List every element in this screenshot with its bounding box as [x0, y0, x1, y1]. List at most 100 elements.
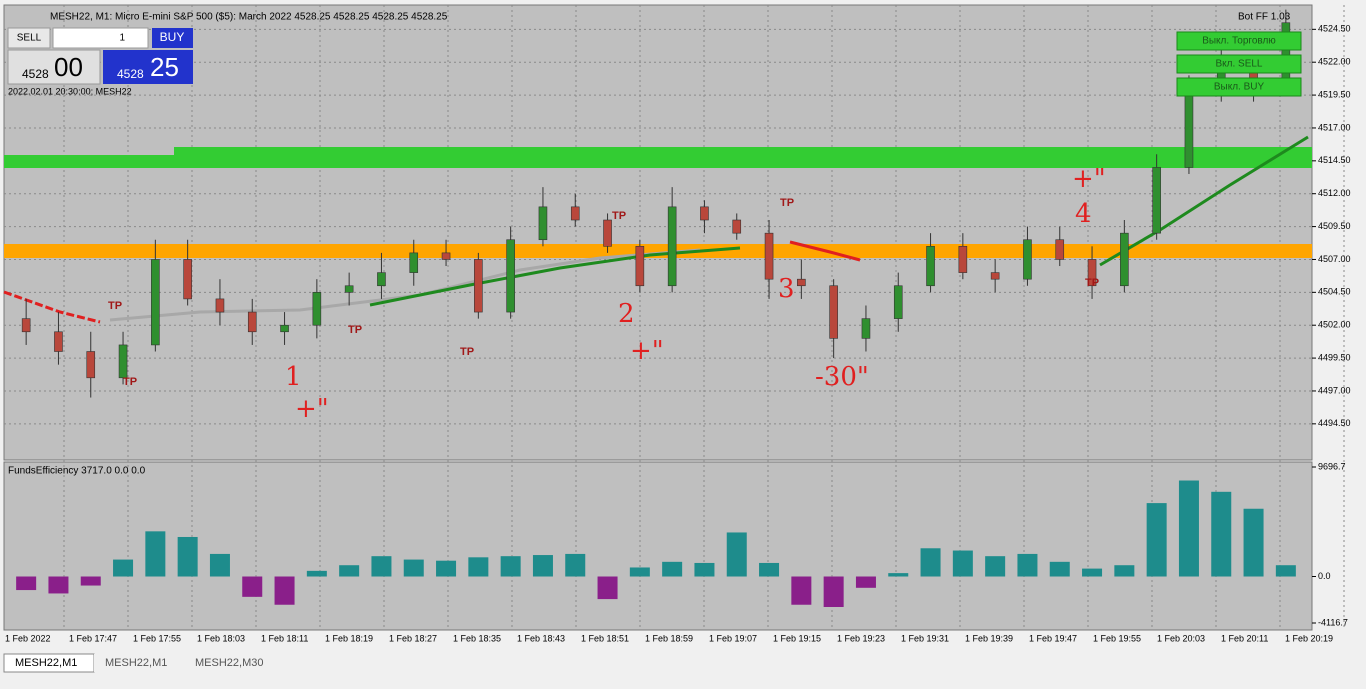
histogram-bar	[791, 576, 812, 605]
candle-body	[312, 292, 322, 326]
candle-body	[958, 246, 968, 273]
histogram-bar	[16, 576, 37, 591]
time-label: 1 Feb 18:27	[389, 633, 437, 643]
histogram-bar	[1049, 561, 1070, 577]
candle-body	[118, 344, 128, 379]
ask-small: 25	[150, 52, 179, 82]
time-label: 1 Feb 18:51	[581, 633, 629, 643]
bid-box[interactable]	[7, 49, 101, 85]
histogram	[16, 480, 1296, 608]
tab[interactable]	[94, 654, 184, 672]
candle-body	[344, 285, 354, 293]
tab[interactable]	[184, 654, 272, 672]
handwritten-note: 1	[285, 362, 302, 392]
histogram-bar	[532, 555, 553, 577]
histogram-bar	[48, 576, 69, 594]
histogram-bar	[855, 576, 876, 588]
histogram-bar	[823, 576, 844, 608]
candle-body	[1152, 167, 1161, 234]
time-label: 1 Feb 18:03	[197, 633, 245, 643]
histogram-bar	[242, 576, 263, 597]
green-zone	[174, 147, 1312, 168]
bot-button[interactable]	[1176, 54, 1302, 74]
y-tick-label: 4519.50	[1318, 89, 1351, 99]
y-tick-label: 4517.00	[1318, 122, 1351, 132]
candle-body	[21, 318, 31, 333]
candle-body	[151, 259, 160, 346]
histogram-bar	[209, 553, 230, 577]
tab-label: MESH22,M1	[105, 657, 167, 669]
candle-body	[667, 206, 677, 287]
buy-button[interactable]	[152, 28, 193, 48]
time-label: 1 Feb 19:47	[1029, 633, 1077, 643]
volume-value: 1	[119, 33, 125, 44]
histogram-bar	[726, 532, 747, 577]
bid-small: 00	[54, 52, 83, 82]
candle-body	[861, 318, 871, 339]
histogram-bar	[888, 573, 909, 577]
volume-input[interactable]	[52, 27, 149, 49]
buy-label: BUY	[160, 30, 185, 44]
tp-label: TP	[612, 210, 626, 222]
candle-body	[409, 252, 419, 273]
y-tick-label: 4514.50	[1318, 155, 1351, 165]
histogram-bar	[629, 567, 650, 577]
histogram-bar	[985, 556, 1006, 577]
handwritten-note: +"	[295, 394, 329, 424]
handwritten-note: +"	[630, 336, 664, 366]
indicator-tick-label: 9696.7	[1318, 461, 1346, 471]
bot-buttons: Выкл. Торговлю Вкл. SELL Выкл. BUY	[1176, 31, 1302, 97]
candle-body	[893, 285, 903, 319]
candle-body	[797, 278, 806, 287]
tabs: MESH22,M1 MESH22,M1 MESH22,M30	[3, 653, 272, 673]
histogram-bar	[920, 548, 941, 577]
candle-body	[732, 219, 742, 234]
time-label: 1 Feb 18:35	[453, 633, 501, 643]
histogram-bar	[1082, 568, 1103, 577]
bot-button[interactable]	[1176, 31, 1302, 51]
ma-line	[789, 240, 861, 262]
time-label: 1 Feb 17:55	[133, 633, 181, 643]
orange-zone	[4, 244, 1312, 258]
time-label: 1 Feb 20:19	[1285, 633, 1333, 643]
candle-body	[474, 259, 483, 313]
ma-line	[1099, 135, 1309, 267]
handwritten-note: +"	[1072, 164, 1106, 194]
candle-body	[377, 272, 386, 287]
histogram-bar	[339, 565, 360, 577]
ask-big: 4528	[117, 67, 144, 81]
candle-body	[54, 331, 63, 352]
candle-body	[1120, 232, 1129, 287]
histogram-bar	[306, 570, 327, 577]
time-label: 1 Feb 19:39	[965, 633, 1013, 643]
ma-line	[369, 246, 741, 307]
candle-body	[538, 206, 548, 241]
histogram-bar	[1114, 565, 1135, 577]
bot-button-label: Вкл. SELL	[1215, 59, 1262, 70]
histogram-bar	[80, 576, 101, 586]
handwritten-note: -30"	[815, 362, 869, 392]
candle-body	[1055, 239, 1065, 260]
histogram-bar	[500, 556, 521, 577]
bot-button[interactable]	[1176, 77, 1302, 97]
histogram-bar	[274, 576, 295, 605]
histogram-bar	[145, 531, 166, 577]
y-tick-label: 4504.50	[1318, 287, 1351, 297]
histogram-bar	[694, 562, 715, 577]
bot-name: Bot FF 1.03	[1238, 12, 1291, 23]
candle-body	[86, 351, 96, 379]
handwritten-note: 4	[1075, 199, 1092, 229]
histogram-bar	[177, 536, 198, 577]
time-label: 1 Feb 18:43	[517, 633, 565, 643]
handwritten-note: 2	[618, 299, 635, 329]
ask-box[interactable]	[103, 50, 193, 84]
time-label: 1 Feb 2022	[5, 633, 51, 643]
candle-body	[215, 298, 225, 313]
sell-button[interactable]	[7, 27, 51, 49]
y-tick-label: 4497.00	[1318, 385, 1351, 395]
symbol-line: MESH22, M1: Micro E-mini S&P 500 ($5): M…	[50, 12, 448, 23]
histogram-bar	[662, 561, 683, 577]
time-label: 1 Feb 17:47	[69, 633, 117, 643]
y-tick-label: 4494.50	[1318, 418, 1351, 428]
